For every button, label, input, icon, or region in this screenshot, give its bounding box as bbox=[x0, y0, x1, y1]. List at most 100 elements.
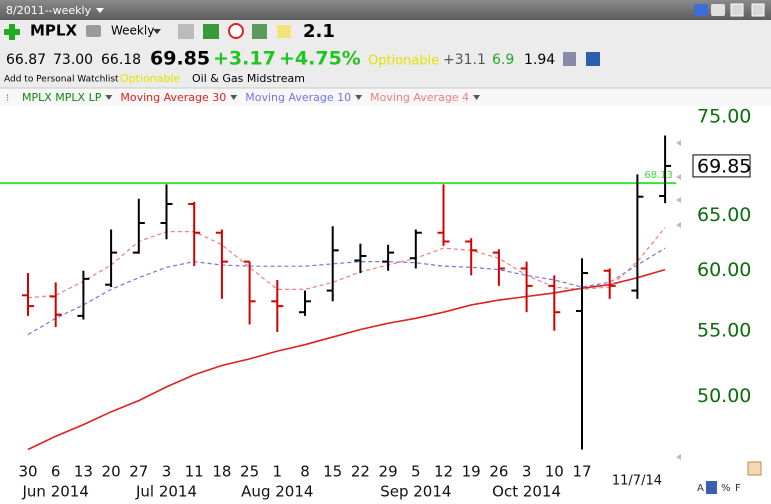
month-label: Jul 2014 bbox=[135, 483, 197, 501]
watchlist-link[interactable]: Add to Personal Watchlist bbox=[4, 75, 119, 85]
scroll-marker bbox=[676, 174, 681, 180]
x-tick-label: 22 bbox=[351, 463, 370, 481]
icon-t[interactable] bbox=[711, 4, 725, 16]
industry: Oil & Gas Midstream bbox=[192, 72, 305, 85]
moving-average bbox=[27, 268, 666, 451]
dropdown-arrow[interactable] bbox=[96, 8, 104, 13]
x-tick-label: 29 bbox=[379, 463, 398, 481]
ohlc-bar bbox=[659, 135, 672, 204]
ohlc-bar bbox=[354, 243, 367, 274]
alarm-icon[interactable] bbox=[228, 23, 244, 39]
control[interactable]: % bbox=[721, 483, 731, 494]
legend: MPLX MPLX LP Moving Average 30 Moving Aver… bbox=[22, 91, 481, 104]
control[interactable]: F bbox=[735, 483, 741, 494]
x-tick-label: 13 bbox=[74, 463, 93, 481]
x-tick-label: 10 bbox=[545, 463, 564, 481]
control[interactable]: A bbox=[697, 483, 704, 494]
draw-icon[interactable] bbox=[747, 461, 762, 476]
icon-min[interactable] bbox=[730, 3, 744, 17]
scroll-marker bbox=[676, 140, 681, 146]
x-tick-label: 3 bbox=[522, 463, 532, 481]
legend-bar bbox=[0, 88, 771, 106]
calc-icon[interactable] bbox=[252, 24, 267, 39]
legend-entry[interactable]: Moving Average 10 bbox=[245, 91, 351, 104]
period[interactable]: Weekly bbox=[111, 24, 154, 38]
ohlc-bar bbox=[132, 198, 145, 254]
note-icon[interactable] bbox=[277, 25, 291, 38]
x-tick-label: 25 bbox=[240, 463, 259, 481]
scroll-marker bbox=[676, 454, 681, 460]
ohlc-bar bbox=[631, 174, 644, 299]
legend-entry[interactable]: Moving Average 4 bbox=[370, 91, 469, 104]
legend-dropdown[interactable] bbox=[105, 95, 113, 100]
moving-average bbox=[27, 226, 666, 299]
ohlc-bar bbox=[188, 201, 201, 267]
legend-entry[interactable]: MPLX MPLX LP bbox=[22, 91, 102, 104]
high: 73.00 bbox=[53, 52, 93, 68]
x-tick-label: 6 bbox=[51, 463, 61, 481]
x-tick-label: 27 bbox=[129, 463, 148, 481]
month-label: Oct 2014 bbox=[492, 483, 561, 501]
stat: +31.1 bbox=[443, 52, 486, 68]
x-tick-label: 30 bbox=[18, 463, 37, 481]
scroll-marker bbox=[676, 222, 681, 228]
y-tick-label: 75.00 bbox=[697, 105, 751, 127]
tool-icon[interactable] bbox=[178, 24, 194, 39]
ohlc-bar bbox=[492, 249, 505, 286]
legend-entry[interactable]: Moving Average 30 bbox=[120, 91, 226, 104]
x-tick-label: 17 bbox=[572, 463, 591, 481]
ohlc-bar bbox=[243, 260, 256, 325]
legend-dropdown[interactable] bbox=[355, 95, 363, 100]
ohlc-bar bbox=[382, 244, 395, 271]
stat: 1.94 bbox=[524, 52, 555, 68]
y-tick-label: 60.00 bbox=[697, 259, 751, 281]
x-tick-label: 1 bbox=[273, 463, 283, 481]
ohlc-bar bbox=[77, 270, 90, 320]
dropdown-arrow[interactable] bbox=[153, 29, 161, 34]
symbol[interactable]: MPLX bbox=[30, 22, 77, 40]
candle-icon[interactable] bbox=[203, 24, 219, 39]
icon-s[interactable] bbox=[694, 4, 708, 16]
control[interactable] bbox=[706, 481, 717, 494]
optionable: Optionable bbox=[368, 54, 439, 69]
legend-dropdown[interactable] bbox=[230, 95, 238, 100]
ohlc-bar bbox=[49, 282, 62, 328]
icon-close[interactable] bbox=[751, 3, 765, 17]
low: 66.18 bbox=[101, 52, 141, 68]
ohlc-bar bbox=[465, 238, 478, 276]
save-icon[interactable] bbox=[586, 52, 600, 66]
db-icon[interactable] bbox=[563, 52, 576, 66]
y-tick-label: 55.00 bbox=[697, 319, 751, 341]
y-tick-label: 65.00 bbox=[697, 204, 751, 226]
ohlc-bar bbox=[409, 229, 422, 269]
ohlc-bar bbox=[299, 290, 311, 316]
toolbar bbox=[0, 20, 771, 88]
moving-average bbox=[27, 247, 666, 336]
ohlc-bar bbox=[22, 273, 34, 316]
rating: 2.1 bbox=[303, 21, 335, 42]
ohlc-bar bbox=[215, 229, 228, 299]
legend-handle[interactable]: ⁝ bbox=[6, 93, 9, 104]
legend-dropdown[interactable] bbox=[473, 95, 481, 100]
x-tick-label: 18 bbox=[212, 463, 231, 481]
ohlc-bar bbox=[271, 280, 284, 333]
change: +3.17 bbox=[213, 48, 276, 70]
x-tick-label: 20 bbox=[102, 463, 121, 481]
x-tick-label: 26 bbox=[489, 463, 508, 481]
ohlc-bar bbox=[548, 275, 561, 331]
level-label: 68.13 bbox=[644, 170, 673, 181]
month-label: Sep 2014 bbox=[380, 483, 451, 501]
ohlc-bar bbox=[437, 184, 450, 246]
title-bar bbox=[0, 0, 771, 20]
month-label: Aug 2014 bbox=[241, 483, 313, 501]
last: 69.85 bbox=[150, 48, 210, 70]
print-icon[interactable] bbox=[86, 25, 101, 37]
change-pct: +4.75% bbox=[279, 48, 361, 70]
ohlc-bar bbox=[105, 229, 118, 288]
month-label: Jun 2014 bbox=[22, 483, 89, 501]
x-tick-label: 12 bbox=[434, 463, 453, 481]
timeframe[interactable]: 8/2011--weekly bbox=[6, 4, 92, 17]
add-icon[interactable] bbox=[4, 24, 20, 40]
